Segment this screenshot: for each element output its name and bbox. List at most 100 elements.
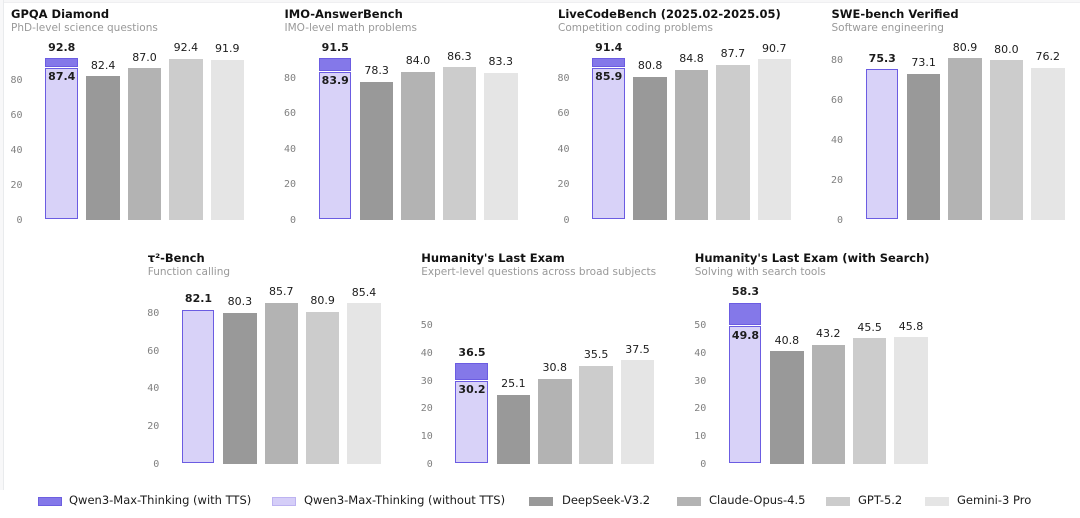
chart-subtitle: Function calling	[147, 266, 231, 278]
bar-value-label: 82.4	[90, 58, 116, 72]
y-tick-label: 40	[557, 143, 570, 155]
bar-value-label: 37.5	[625, 342, 650, 356]
legend-label: Qwen3-Max-Thinking (with TTS)	[69, 493, 252, 507]
bar-value-label-qwen-top: 91.4	[595, 40, 623, 54]
legend-label: Gemini-3 Pro	[957, 493, 1032, 507]
y-tick-label: 60	[147, 345, 160, 357]
bar-value-label: 78.3	[364, 64, 389, 78]
bar-qwen-with-tts-cap	[45, 58, 78, 67]
bar-qwen-without-tts	[318, 71, 351, 219]
legend-label: Qwen3-Max-Thinking (without TTS)	[304, 493, 506, 507]
bar-claude-opus-4-5	[674, 69, 709, 220]
y-tick-label: 0	[16, 214, 23, 226]
bar-gpt-5-2	[989, 60, 1024, 220]
bar-deepseek-v3-2	[633, 76, 667, 220]
bar-deepseek-v3-2	[496, 394, 531, 465]
bar-qwen-without-tts	[728, 326, 762, 464]
bar-claude-opus-4-5	[948, 58, 982, 220]
bar-value-label: 85.4	[351, 285, 377, 299]
y-tick-label: 0	[836, 214, 843, 226]
legend-swatch	[272, 496, 296, 506]
bar-value-label-qwen-inside: 49.8	[731, 328, 760, 342]
bar-gpt-5-2	[442, 67, 477, 220]
y-tick-label: 80	[557, 72, 570, 84]
page-left-edge	[0, 0, 4, 490]
bar-deepseek-v3-2	[906, 73, 941, 220]
bar-claude-opus-4-5	[811, 344, 845, 465]
bar-deepseek-v3-2	[223, 312, 257, 465]
bar-value-label-qwen-top: 58.3	[731, 285, 760, 299]
bar-value-label-qwen-top: 91.5	[321, 40, 349, 54]
bar-claude-opus-4-5	[264, 302, 298, 465]
y-tick-label: 0	[289, 214, 296, 226]
chart-title: τ²-Bench	[147, 251, 205, 265]
chart-subtitle: Software engineering	[831, 22, 944, 34]
bar-value-label: 80.0	[994, 42, 1019, 56]
y-tick-label: 0	[153, 459, 160, 470]
y-tick-label: 60	[830, 94, 843, 106]
y-tick-label: 20	[283, 179, 296, 191]
bar-gemini-3-pro	[484, 72, 518, 220]
bar-claude-opus-4-5	[127, 68, 162, 220]
bar-value-label: 76.2	[1035, 50, 1061, 64]
bar-value-label: 87.7	[720, 47, 746, 61]
chart-title: Humanity's Last Exam	[421, 251, 565, 265]
bar-gemini-3-pro	[347, 303, 381, 465]
bar-value-label: 80.3	[227, 295, 253, 309]
bar-qwen-with-tts-cap	[455, 363, 488, 380]
y-tick-label: 20	[147, 421, 160, 433]
bar-gemini-3-pro	[894, 337, 928, 465]
y-tick-label: 20	[830, 174, 843, 186]
bar-value-label: 25.1	[501, 377, 526, 391]
bar-gemini-3-pro	[1031, 67, 1065, 220]
bar-deepseek-v3-2	[770, 351, 804, 465]
y-tick-label: 80	[830, 54, 843, 66]
page-top-edge	[0, 0, 1080, 3]
bar-qwen-without-tts	[455, 380, 488, 464]
bar-value-label: 84.8	[679, 52, 704, 66]
legend-swatch	[826, 496, 850, 506]
y-tick-label: 80	[147, 307, 160, 319]
legend-swatch	[925, 496, 949, 506]
bar-qwen-without-tts	[181, 309, 215, 464]
y-tick-label: 40	[694, 347, 707, 359]
bar-value-label: 35.5	[583, 348, 609, 362]
bar-qwen-with-tts-cap	[592, 58, 625, 67]
bar-value-label-qwen-inside: 87.4	[48, 70, 76, 84]
bar-qwen-with-tts-cap	[318, 58, 351, 71]
y-tick-label: 0	[700, 459, 707, 470]
y-tick-label: 40	[10, 144, 23, 156]
bar-qwen-with-tts-cap	[728, 302, 762, 326]
chart-title: SWE-bench Verified	[831, 7, 959, 21]
bar-value-label-qwen-inside: 85.9	[595, 70, 623, 84]
chart-subtitle: PhD-level science questions	[11, 22, 158, 34]
y-tick-label: 10	[694, 431, 707, 443]
bar-value-label: 92.4	[173, 41, 199, 55]
y-tick-label: 50	[694, 320, 707, 332]
y-tick-label: 40	[830, 134, 843, 146]
legend-label: Claude-Opus-4.5	[709, 493, 806, 507]
legend-swatch	[38, 496, 62, 506]
bar-value-label: 84.0	[405, 54, 431, 68]
y-tick-label: 80	[10, 75, 23, 87]
chart-subtitle: Competition coding problems	[558, 22, 713, 34]
chart-subtitle: IMO-level math problems	[284, 22, 418, 34]
y-tick-label: 30	[694, 375, 707, 387]
bar-deepseek-v3-2	[86, 76, 120, 220]
bar-value-label-qwen-inside: 83.9	[321, 74, 349, 88]
y-tick-label: 20	[10, 179, 23, 191]
bar-value-label: 87.0	[132, 50, 157, 64]
y-tick-label: 0	[426, 459, 433, 470]
bar-gemini-3-pro	[757, 59, 791, 220]
y-tick-label: 20	[420, 403, 433, 415]
bar-gemini-3-pro	[620, 360, 655, 465]
y-tick-label: 30	[420, 375, 433, 387]
bar-value-label: 83.3	[488, 55, 514, 69]
bar-claude-opus-4-5	[401, 71, 435, 220]
bar-claude-opus-4-5	[538, 378, 572, 465]
bar-gpt-5-2	[579, 365, 613, 465]
bar-value-label: 43.2	[816, 327, 841, 341]
chart-title: LiveCodeBench (2025.02-2025.05)	[558, 7, 781, 21]
bar-value-label: 45.5	[857, 320, 882, 334]
y-tick-label: 80	[283, 73, 296, 85]
